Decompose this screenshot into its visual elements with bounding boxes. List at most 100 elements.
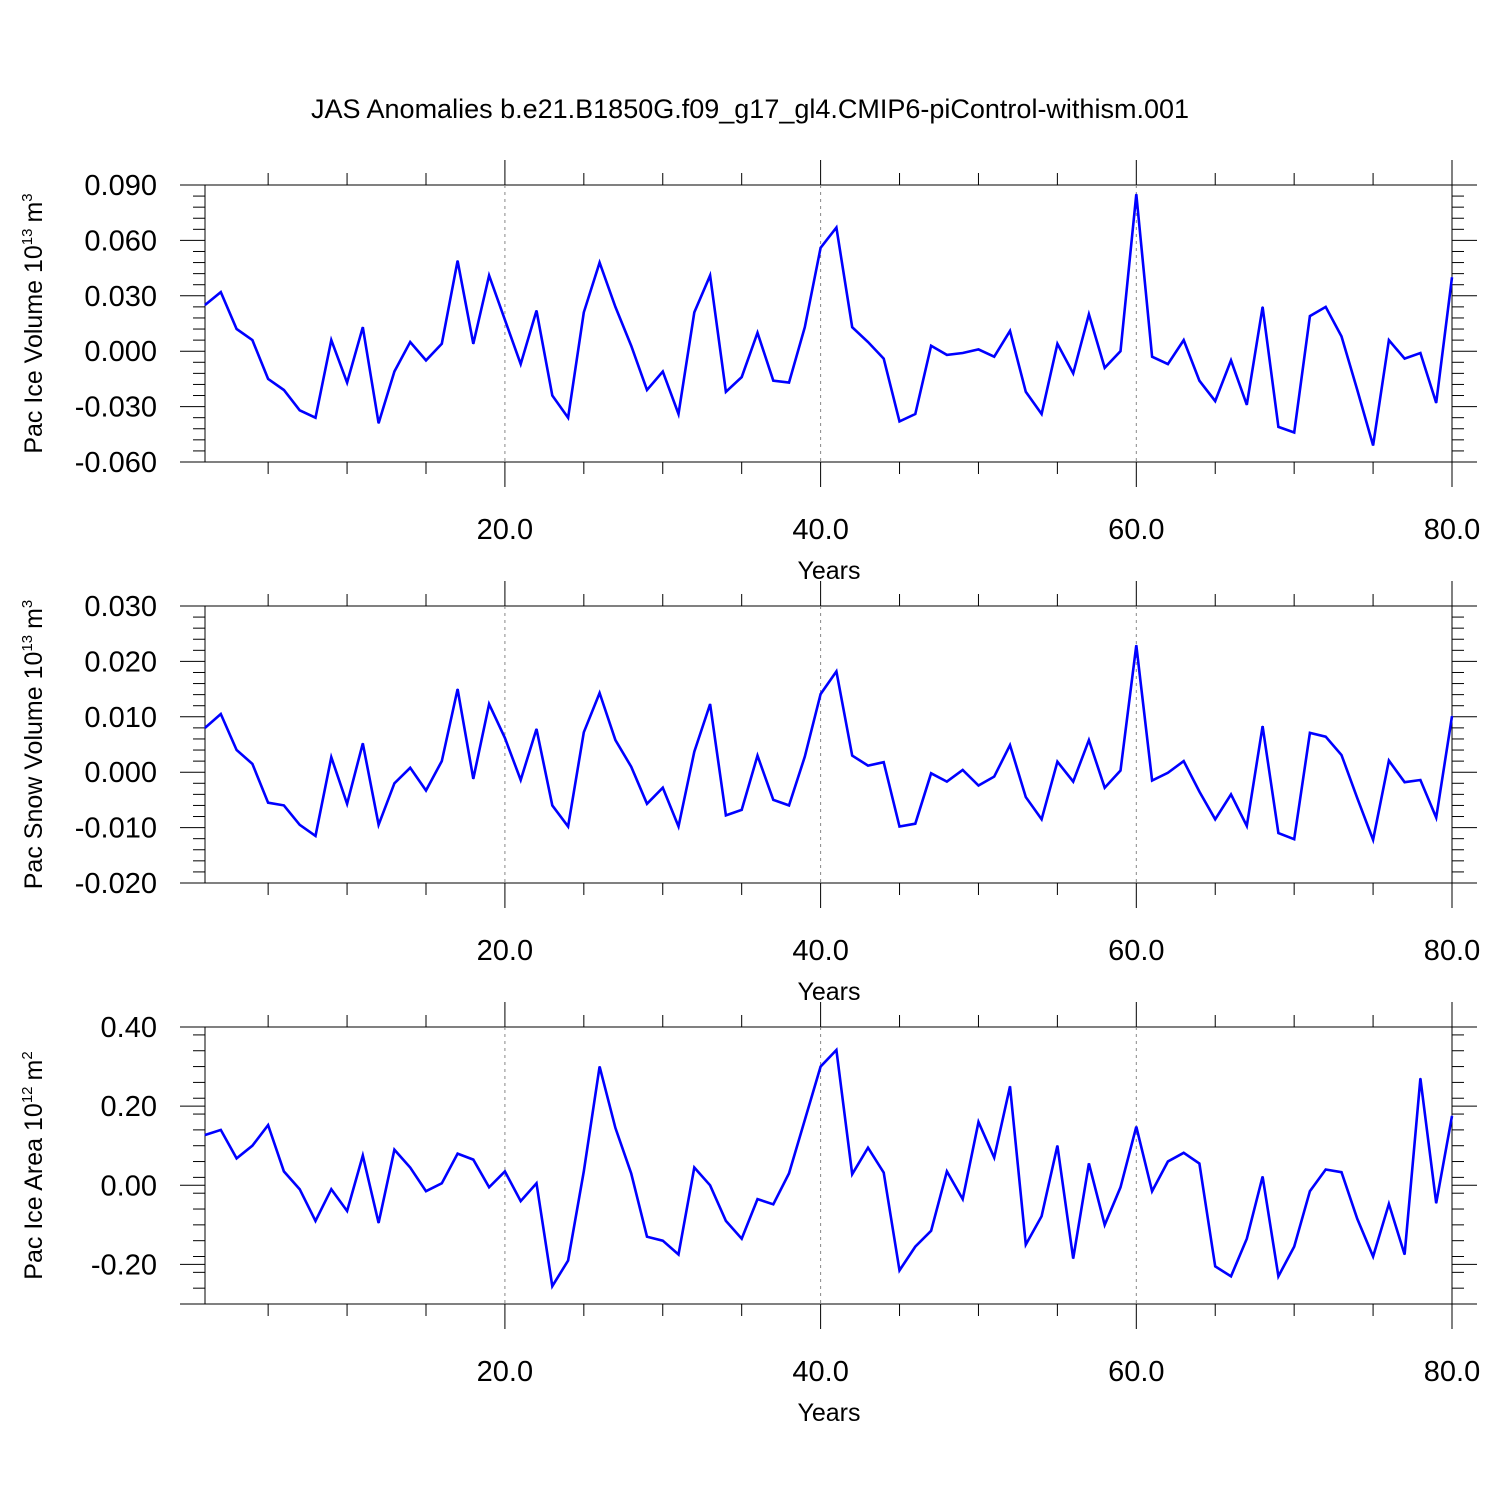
data-point	[1419, 779, 1421, 781]
data-point	[898, 1269, 901, 1271]
data-point	[1104, 367, 1106, 369]
data-point	[946, 781, 948, 783]
data-point	[820, 1066, 822, 1068]
data-point	[236, 328, 238, 330]
data-point	[741, 809, 743, 811]
data-point	[220, 713, 222, 715]
y-tick-label: 0.010	[84, 702, 157, 734]
data-point	[1309, 732, 1311, 734]
data-point	[709, 703, 711, 705]
y-tick-label: 0.00	[101, 1170, 157, 1202]
data-point	[488, 703, 490, 705]
data-point	[1135, 644, 1137, 646]
data-point	[1451, 276, 1453, 278]
data-point	[1262, 306, 1264, 308]
data-point	[551, 1285, 553, 1287]
data-point	[425, 789, 427, 792]
data-point	[1309, 315, 1311, 317]
data-point	[267, 378, 269, 380]
data-point	[1388, 339, 1390, 341]
data-point	[1435, 817, 1437, 819]
data-point	[425, 1190, 427, 1192]
x-tick-label: 40.0	[792, 935, 848, 967]
data-point	[867, 765, 869, 767]
data-point	[378, 824, 380, 826]
data-point	[1183, 760, 1185, 762]
data-point	[946, 354, 948, 356]
data-point	[220, 291, 222, 293]
data-point	[1246, 1238, 1248, 1240]
data-point	[741, 376, 743, 378]
data-point	[535, 1182, 538, 1184]
data-point	[662, 1240, 664, 1242]
x-tick-label: 40.0	[792, 514, 848, 546]
data-point	[583, 311, 585, 313]
data-point	[1167, 363, 1169, 365]
data-point	[1230, 1275, 1232, 1277]
data-point	[425, 359, 427, 361]
data-point	[409, 1166, 411, 1169]
data-point	[614, 306, 617, 308]
data-point	[1325, 306, 1327, 308]
data-point	[804, 1119, 806, 1121]
y-axis-label-unit-exponent: 3	[19, 193, 36, 201]
x-tick-label: 60.0	[1108, 514, 1164, 546]
data-point	[220, 1129, 222, 1131]
data-point	[251, 763, 253, 765]
data-point	[1072, 1257, 1074, 1260]
data-point	[1325, 1168, 1327, 1171]
x-tick-label: 80.0	[1424, 1356, 1480, 1388]
y-tick-label: 0.030	[84, 281, 157, 313]
data-point	[804, 756, 806, 758]
data-point	[1198, 791, 1200, 793]
data-point	[1277, 1275, 1279, 1277]
x-tick-label: 20.0	[477, 514, 533, 546]
x-axis-label: Years	[797, 1399, 860, 1427]
data-point	[267, 1124, 269, 1126]
data-point	[283, 1170, 285, 1172]
data-point	[378, 1222, 380, 1224]
data-point	[756, 332, 759, 334]
data-point	[393, 370, 395, 373]
y-axis-label: Pac Ice Area 1012 m2	[19, 1051, 48, 1279]
y-tick-label: -0.060	[75, 447, 157, 479]
data-point	[1025, 1244, 1027, 1246]
data-point	[283, 804, 285, 807]
y-tick-label: 0.000	[84, 757, 157, 789]
data-point	[314, 417, 317, 419]
data-point	[646, 1236, 648, 1238]
data-point	[1119, 350, 1122, 352]
data-point	[835, 1049, 838, 1051]
data-point	[630, 1172, 632, 1174]
x-tick-label: 60.0	[1108, 1356, 1164, 1388]
data-point	[1214, 818, 1216, 820]
data-point	[1293, 1246, 1295, 1248]
data-point	[614, 1127, 617, 1129]
data-point	[330, 1188, 332, 1190]
data-point	[251, 339, 253, 341]
data-point	[883, 761, 885, 763]
y-axis-label-exponent: 13	[19, 229, 36, 246]
data-point	[1167, 1160, 1169, 1163]
data-point	[662, 370, 664, 373]
data-point	[504, 319, 506, 321]
data-point	[993, 356, 995, 358]
data-point	[898, 420, 901, 422]
data-point	[930, 345, 932, 347]
data-point	[1372, 1255, 1374, 1258]
data-point	[820, 247, 822, 249]
data-point	[1009, 330, 1011, 332]
data-point	[393, 1149, 395, 1151]
y-tick-label: 0.060	[84, 225, 157, 257]
y-tick-label: 0.090	[84, 170, 157, 202]
data-point	[441, 1182, 443, 1184]
data-point	[1293, 838, 1295, 840]
y-axis-label-unit-exponent: 2	[19, 1051, 36, 1059]
data-point	[346, 1210, 348, 1212]
data-point	[1230, 359, 1232, 361]
data-point	[977, 1121, 980, 1123]
data-point	[1404, 781, 1406, 783]
y-tick-label: 0.40	[101, 1012, 157, 1044]
data-point	[772, 380, 774, 382]
data-point	[362, 326, 364, 328]
